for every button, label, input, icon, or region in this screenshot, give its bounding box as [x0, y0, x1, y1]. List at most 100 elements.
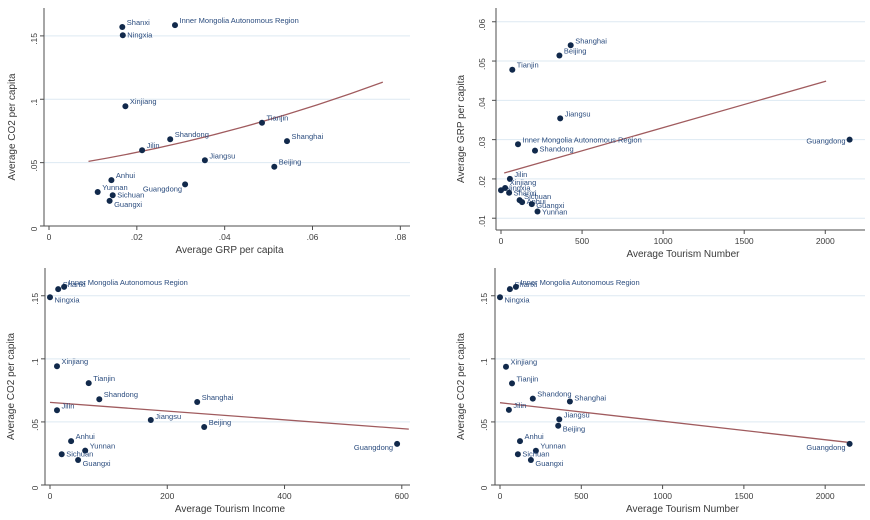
scatter-point	[172, 22, 178, 29]
point-label: Tianjin	[517, 374, 539, 383]
scatter-point	[502, 185, 509, 191]
point-label: Ningxia	[55, 295, 81, 304]
scatter-point	[557, 115, 564, 122]
point-label: Sichuan	[117, 190, 144, 199]
scatter-point	[284, 138, 290, 145]
x-tick-label: 0	[499, 236, 504, 246]
point-label: Guangdong	[143, 184, 182, 193]
scatter-point	[106, 197, 113, 204]
y-tick-label: .15	[30, 293, 40, 305]
point-label: Xinjiang	[511, 358, 538, 367]
point-label: Shanghai	[292, 132, 324, 141]
scatter-point	[167, 136, 174, 143]
point-label: Guangxi	[83, 459, 111, 468]
x-tick-label: 200	[160, 491, 174, 501]
scatter-point	[54, 363, 60, 370]
y-tick-label: .02	[477, 176, 487, 188]
trend-line	[88, 81, 384, 163]
scatter-point	[96, 396, 103, 403]
scatter-point	[519, 199, 526, 206]
scatter-point	[201, 157, 208, 164]
point-label: Ningxia	[127, 30, 153, 39]
point-label: Shanghai	[575, 36, 607, 45]
panel-co2-vs-tourism-number: 0 500 1000 1500 2000 0 .05 .1 .15 Average Tourism…	[435, 260, 870, 520]
point-label: Shanxi	[514, 189, 537, 198]
scatter-point	[82, 447, 89, 454]
y-axis-title: Average CO2 per capita	[7, 73, 18, 181]
x-tick-label: 2000	[816, 491, 835, 501]
point-label: Jiangsu	[155, 412, 181, 421]
x-tick-label: 600	[395, 491, 409, 501]
point-label: Guangdong	[354, 443, 393, 452]
x-tick-label: .08	[394, 232, 406, 242]
point-label: Anhui	[525, 432, 545, 441]
point-label: Sichuan	[66, 449, 93, 458]
y-tick-label: .01	[477, 215, 487, 227]
scatter-point	[54, 407, 60, 414]
point-label: Yunnan	[102, 183, 127, 192]
point-label: Xinjiang	[130, 97, 157, 106]
point-label: Beijing	[279, 158, 302, 167]
scatter-point	[509, 380, 515, 387]
point-label: Shanghai	[202, 393, 234, 402]
x-tick-label: 400	[277, 491, 291, 501]
y-tick-label: 0	[29, 226, 39, 231]
scatter-point	[94, 189, 101, 195]
x-axis-title: Average Tourism Income	[175, 504, 286, 515]
x-tick-label: .04	[219, 232, 231, 242]
point-label: Shanxi	[127, 18, 150, 27]
y-tick-label: .1	[30, 358, 40, 365]
point-label: Jiangsu	[209, 151, 235, 160]
y-axis-title: Average CO2 per capita	[456, 333, 467, 441]
point-label: Shanxi	[514, 280, 537, 289]
y-axis-title: Average CO2 per capita	[6, 333, 17, 441]
point-label: Shandong	[175, 130, 209, 139]
point-label: Shanghai	[574, 394, 606, 403]
scatter-point	[394, 440, 401, 447]
panel-co2-vs-grp: 0 .02 .04 .06 .08 0 .05 .1 .15 Average GRP per ca…	[0, 0, 435, 260]
y-axis-title: Average GRP per capita	[456, 75, 467, 183]
scatter-point	[201, 424, 208, 430]
scatter-point	[61, 283, 68, 290]
point-label: Yunnan	[540, 442, 565, 451]
scatter-point	[506, 175, 513, 182]
point-label: Shandong	[540, 145, 574, 154]
x-tick-label: 0	[48, 491, 53, 501]
point-label: Anhui	[116, 171, 136, 180]
point-label: Beijing	[209, 418, 232, 427]
scatter-point	[509, 66, 516, 73]
point-label: Guangxi	[114, 200, 142, 209]
x-tick-label: 500	[575, 236, 589, 246]
scatter-point	[147, 417, 154, 423]
y-tick-label: .03	[477, 136, 487, 148]
point-label: Tianjin	[267, 114, 289, 123]
point-label: Shandong	[104, 390, 138, 399]
x-tick-label: 500	[574, 491, 588, 501]
scatter-point	[517, 438, 523, 445]
point-label: Shandong	[537, 390, 571, 399]
y-tick-label: .15	[479, 293, 489, 305]
point-label: Inner Mongolia Autonomous Region	[520, 278, 639, 287]
point-label: Guangxi	[536, 201, 564, 210]
scatter-point	[85, 380, 92, 387]
y-tick-label: .05	[477, 58, 487, 70]
scatter-point	[532, 147, 538, 154]
point-label: Guangdong	[806, 443, 845, 452]
scatter-point	[139, 147, 146, 154]
x-tick-label: .02	[131, 232, 143, 242]
scatter-point	[119, 32, 126, 39]
scatter-point	[122, 103, 129, 110]
trend-line	[504, 80, 827, 174]
x-tick-label: 1000	[653, 491, 672, 501]
point-label: Jilin	[147, 141, 160, 150]
scatter-point	[846, 136, 853, 143]
scatter-point	[55, 286, 62, 293]
scatter-point	[271, 163, 278, 170]
point-label: Beijing	[564, 47, 587, 56]
co2-vs-tourism-number-chart: 0 500 1000 1500 2000 0 .05 .1 .15 Average Tourism…	[456, 268, 865, 515]
point-label: Sichuan	[524, 192, 551, 201]
scatter-point	[515, 141, 521, 148]
scatter-point	[75, 457, 82, 463]
point-label: Inner Mongolia Autonomous Region	[180, 16, 299, 25]
point-label: Inner Mongolia Autonomous Region	[523, 135, 642, 144]
